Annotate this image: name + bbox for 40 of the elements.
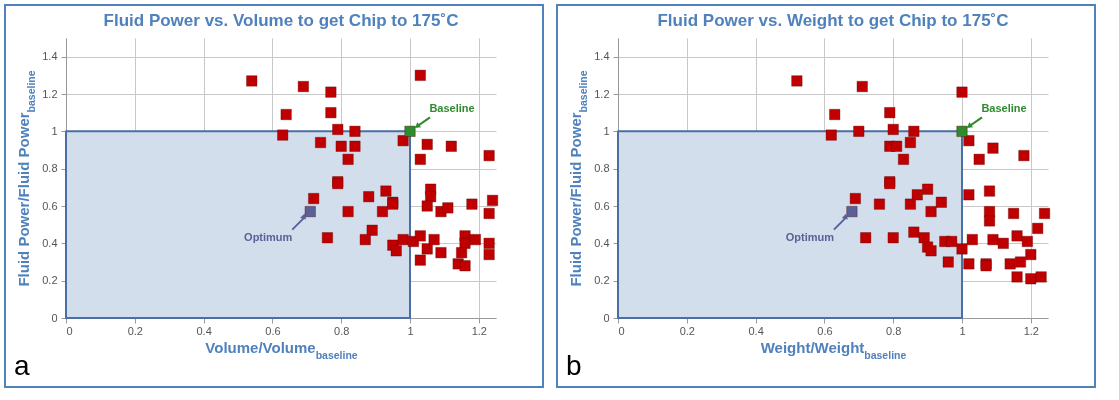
x-tick-label: 0.8 — [886, 324, 902, 337]
legend-label: Optimum — [785, 230, 835, 243]
y-tick-label: 0.4 — [42, 236, 58, 249]
y-tick-label: 1.2 — [594, 87, 610, 100]
text: b — [566, 350, 582, 382]
y-tick-label: 1.4 — [594, 50, 610, 63]
y-tick-label: 0.8 — [594, 162, 610, 175]
y-tick-label: 1 — [51, 124, 58, 137]
x-tick-label: 1.2 — [471, 324, 487, 337]
x-tick-label: 0.4 — [748, 324, 764, 337]
x-tick-label: 1.2 — [1023, 324, 1039, 337]
x-tick-label: 1 — [407, 324, 414, 337]
x-tick-label: 0 — [618, 324, 625, 337]
x-tick-label: 1 — [959, 324, 966, 337]
y-tick-label: 1.2 — [42, 87, 58, 100]
y-tick-label: 1.4 — [42, 50, 58, 63]
y-tick-label: 0 — [603, 311, 610, 324]
y-tick-label: 1 — [603, 124, 610, 137]
legend-label: Optimum — [244, 230, 293, 243]
x-tick-label: 0.6 — [817, 324, 833, 337]
y-tick-label: 0.6 — [42, 199, 58, 212]
x-axis-title: Volume/Volume$_{baseline}$ — [205, 338, 358, 361]
y-tick-label: 0 — [51, 311, 58, 324]
series-label: Baseline — [429, 102, 475, 115]
series-label: Baseline — [981, 102, 1027, 115]
chart-title: Fluid Power vs. Weight to get Chip to 175˚C — [657, 11, 1009, 30]
x-tick-label: 0.4 — [196, 324, 212, 337]
y-tick-label: 0.4 — [594, 236, 610, 249]
y-tick-label: 0.2 — [594, 274, 610, 287]
x-tick-label: 0 — [66, 324, 73, 337]
y-tick-label: 0.2 — [42, 274, 58, 287]
x-tick-label: 0.8 — [334, 324, 350, 337]
x-axis-title: Weight/Weight$_{baseline}$ — [760, 338, 907, 361]
text: a — [14, 350, 30, 382]
chart-title: Fluid Power vs. Volume to get Chip to 175˚C — [103, 11, 459, 30]
y-tick-label: 0.6 — [594, 199, 610, 212]
x-tick-label: 0.6 — [265, 324, 281, 337]
y-tick-label: 0.8 — [42, 162, 58, 175]
x-tick-label: 0.2 — [679, 324, 695, 337]
x-tick-label: 0.2 — [127, 324, 143, 337]
